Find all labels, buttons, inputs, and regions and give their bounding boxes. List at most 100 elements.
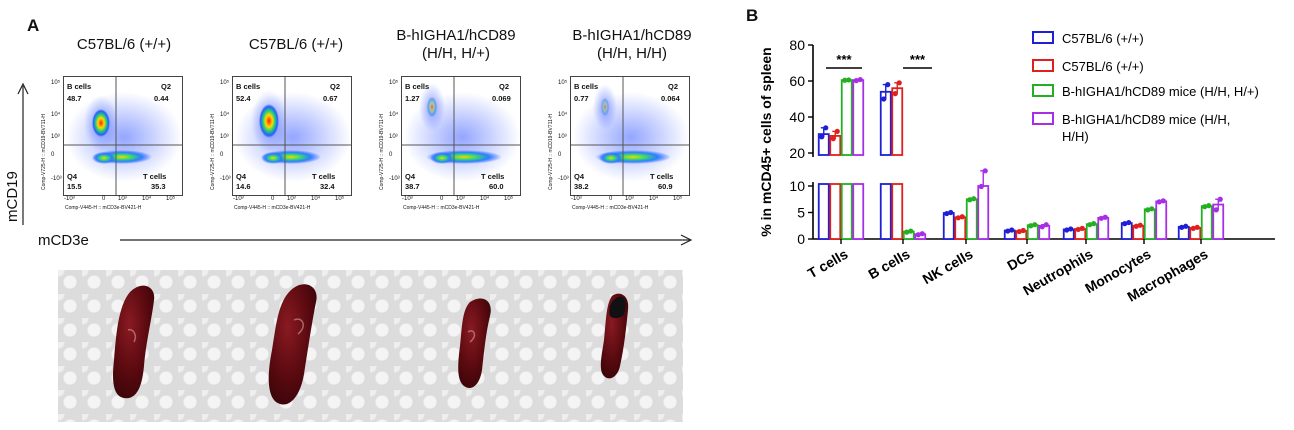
flow-y-tick: 0 — [220, 152, 224, 158]
data-point — [1028, 223, 1034, 229]
data-point — [948, 209, 954, 216]
flow-y-tick: -10³ — [558, 176, 569, 182]
category-label: NK cells — [920, 246, 976, 288]
y-tick-label: 80 — [789, 37, 805, 53]
flow-plot-title-4: B-hIGHA1/hCD89 (H/H, H/H) — [552, 27, 712, 63]
data-point — [982, 168, 988, 174]
bar — [1200, 205, 1213, 240]
flow-density — [233, 77, 351, 195]
bar — [879, 90, 892, 156]
data-point — [1016, 228, 1022, 235]
flow-plot-3 — [401, 76, 521, 196]
significance-label: *** — [910, 52, 926, 67]
data-point — [944, 210, 950, 217]
bar-lower — [840, 183, 853, 240]
x-arrow-head — [680, 234, 693, 246]
legend-label: C57BL/6 (+/+) — [1062, 31, 1144, 46]
data-point — [915, 232, 921, 238]
bcell-label: B cells — [405, 82, 430, 91]
legend-label: C57BL/6 (+/+) — [1062, 59, 1144, 74]
flow-y-tick: 0 — [389, 152, 393, 158]
flow-y-tick: 0 — [51, 152, 55, 158]
flow-x-tick: 10⁵ — [673, 196, 683, 202]
significance-label: *** — [836, 52, 852, 67]
flow-y-tick: 10³ — [558, 134, 567, 140]
bcell-value: 52.4 — [236, 94, 251, 103]
flow-y-tick: 10⁴ — [51, 112, 61, 118]
q2-value: 0.069 — [492, 94, 511, 103]
flow-x-tick: 0 — [271, 196, 275, 202]
flow-y-tick: 10³ — [389, 134, 398, 140]
data-point — [1091, 221, 1097, 227]
data-point — [1126, 219, 1132, 226]
flow-density — [571, 77, 689, 195]
data-point — [978, 183, 984, 190]
panel-b-label: B — [746, 6, 759, 25]
bar — [1143, 208, 1156, 240]
q4-label: Q4 — [67, 172, 78, 181]
data-point — [1183, 223, 1189, 229]
flow-y-tick: -10³ — [389, 176, 400, 182]
data-point — [853, 78, 859, 84]
data-point — [1133, 223, 1139, 229]
data-point — [1194, 224, 1200, 230]
data-point — [1122, 221, 1128, 227]
flow-y-tick: 10³ — [220, 134, 229, 140]
data-point — [1102, 214, 1108, 220]
data-point — [1217, 196, 1223, 202]
y-tick-label: 5 — [797, 205, 805, 221]
flow-x-tick: 0 — [609, 196, 613, 202]
data-point — [1087, 222, 1093, 228]
q4-value: 14.6 — [236, 182, 251, 191]
data-point — [1098, 215, 1104, 221]
legend-swatch — [1032, 84, 1054, 97]
data-point — [892, 91, 898, 97]
flow-y-tick: 10⁵ — [51, 80, 61, 86]
data-point — [1020, 227, 1026, 234]
data-point — [819, 134, 825, 140]
q2-value: 0.44 — [154, 94, 169, 103]
flow-x-tick: 10⁴ — [649, 196, 659, 202]
flow-y-tick: -10³ — [220, 176, 231, 182]
flow-y-tick: 10⁵ — [558, 80, 568, 86]
y-arrow-head — [17, 82, 29, 95]
bar — [1155, 200, 1168, 240]
flow-plot-4 — [570, 76, 690, 196]
data-point — [1149, 206, 1155, 212]
bar-lower — [817, 183, 830, 240]
flow-x-tick: 10⁵ — [166, 196, 176, 202]
data-point — [1179, 224, 1185, 230]
data-point — [1160, 198, 1166, 204]
tcell-label: T cells — [481, 172, 505, 181]
bar-lower — [891, 183, 904, 240]
y-tick-label: 0 — [797, 231, 805, 247]
data-point — [1206, 203, 1212, 209]
flow-axis-arrows — [17, 82, 693, 246]
flow-y-tick: 10⁴ — [389, 112, 399, 118]
data-point — [842, 77, 848, 83]
data-point — [1079, 225, 1085, 231]
bar — [965, 198, 978, 240]
flow-x-tick: 10⁵ — [504, 196, 514, 202]
flow-x-tick: 10⁴ — [311, 196, 321, 202]
q4-label: Q4 — [405, 172, 416, 181]
flow-x-channel: Comp-V445-H :: mCD3e-BV421-H — [403, 205, 480, 211]
category-label: DCs — [1004, 246, 1036, 274]
data-point — [846, 77, 852, 83]
flow-plot-title-1: C57BL/6 (+/+) — [44, 36, 204, 54]
spleen-photo-svg — [113, 284, 629, 405]
spleen-3 — [458, 298, 491, 389]
flow-plot-title-line: B-hIGHA1/hCD89 — [396, 27, 516, 44]
data-point — [1075, 226, 1081, 233]
y-tick-label: 10 — [789, 178, 805, 194]
q2-value: 0.064 — [661, 94, 680, 103]
panel-a-label: A — [27, 16, 40, 35]
flow-plot-title-line: (H/H, H/+) — [422, 45, 490, 62]
bar — [840, 79, 853, 156]
bcell-label: B cells — [574, 82, 599, 91]
legend-label-continued: H/H) — [1062, 129, 1089, 144]
data-point — [1156, 199, 1162, 205]
flow-plot-title-line: (H/H, H/H) — [597, 45, 667, 62]
bar-lower — [852, 183, 865, 240]
flow-x-tick: -10³ — [64, 196, 75, 202]
